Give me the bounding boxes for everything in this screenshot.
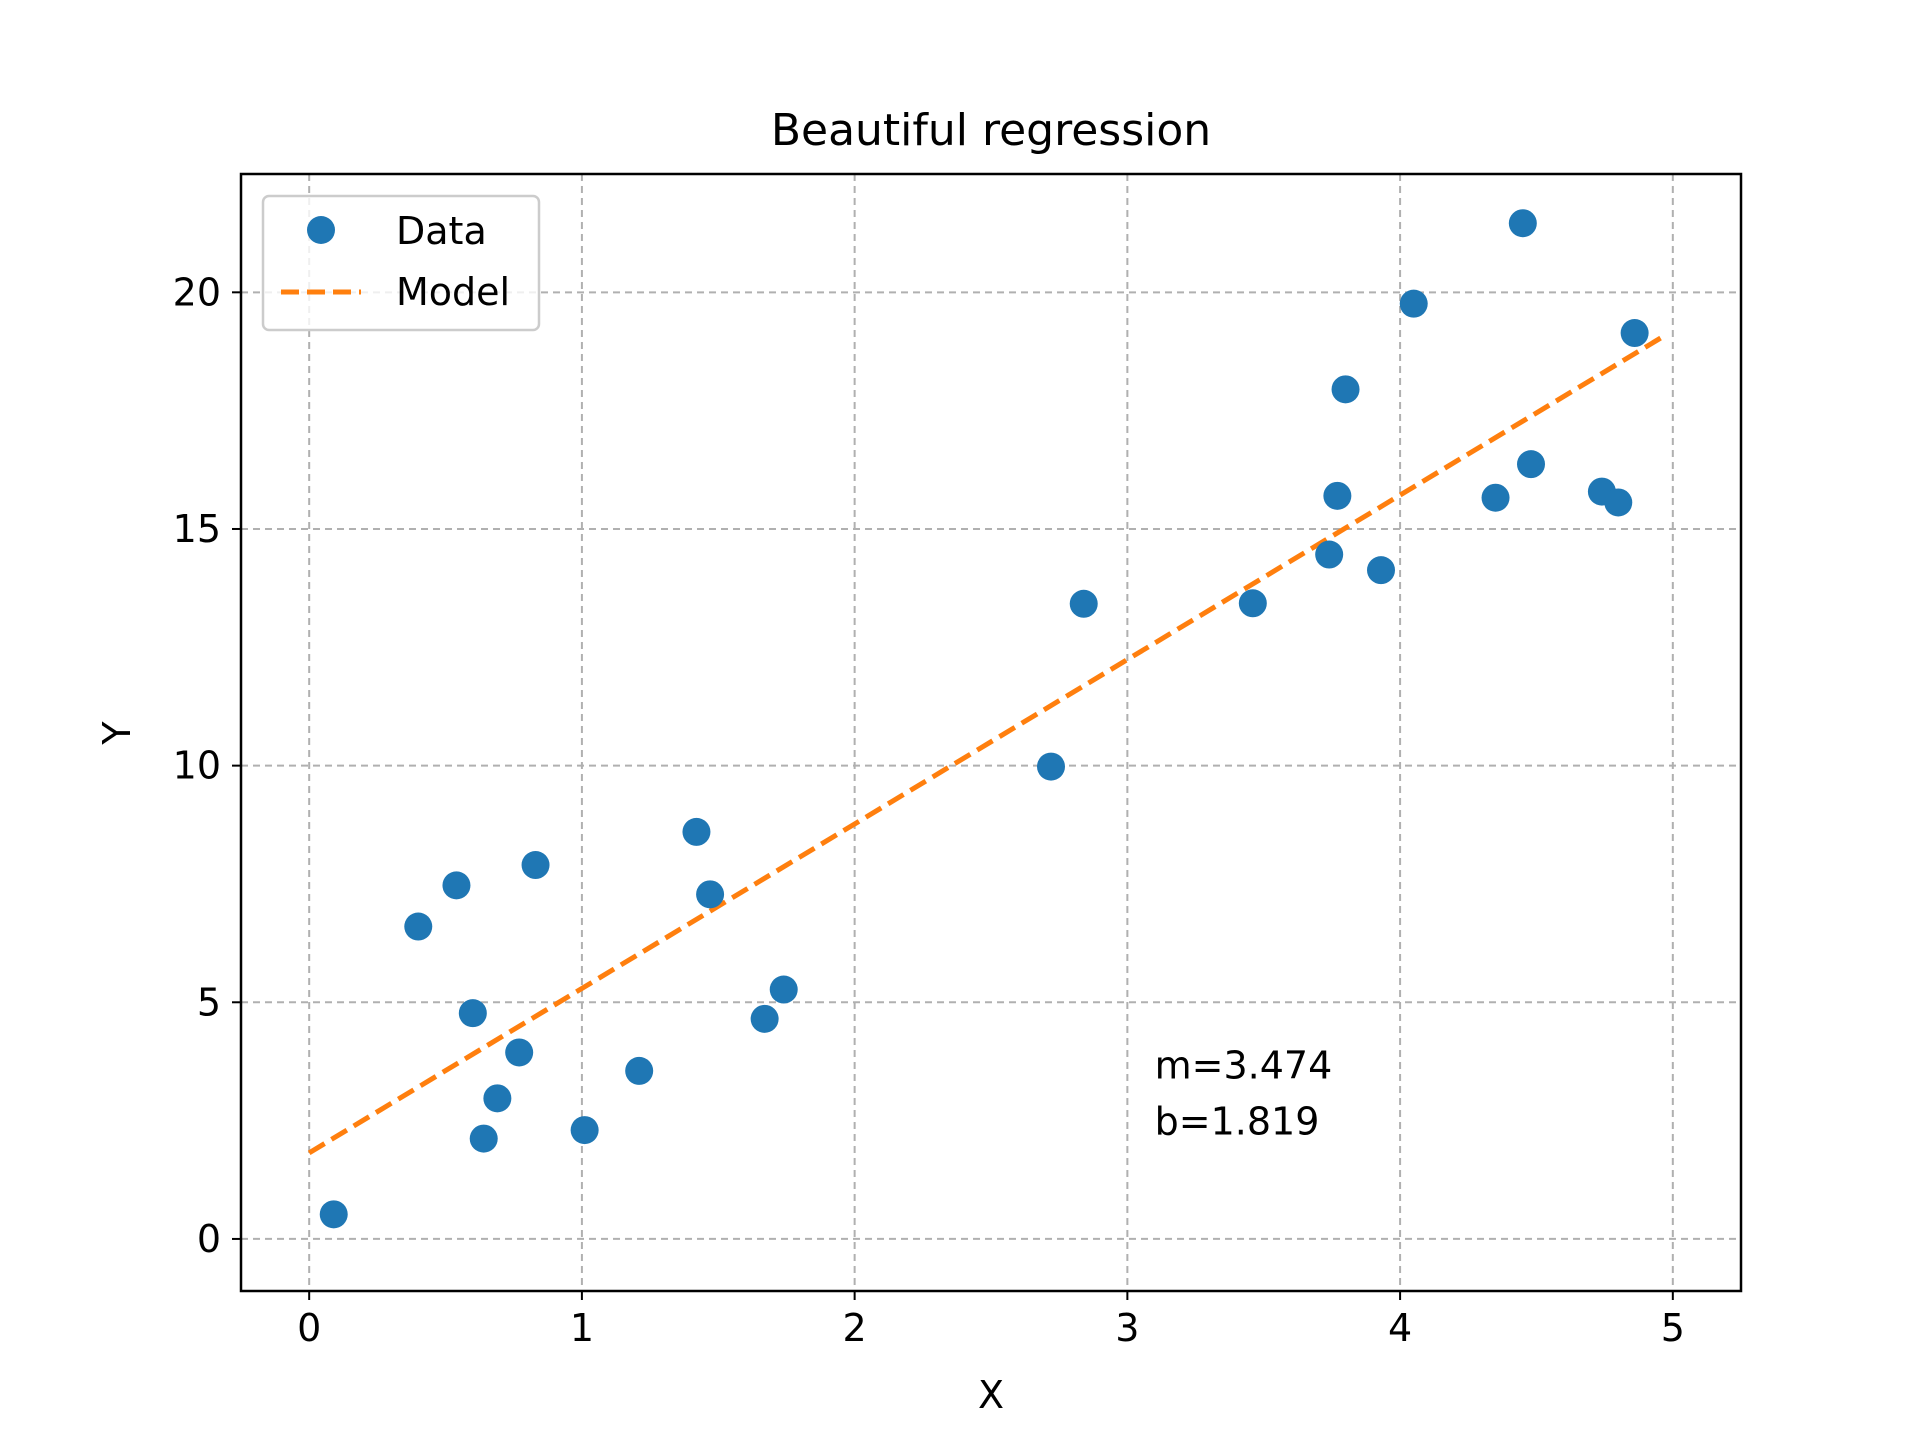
data-point xyxy=(404,912,433,941)
data-point xyxy=(750,1004,779,1033)
data-point xyxy=(1517,450,1545,479)
data-point xyxy=(483,1084,512,1113)
data-point xyxy=(696,880,725,909)
fit-annotation: m=3.474 b=1.819 xyxy=(1155,1044,1333,1144)
axis-ticks: 0 1 2 3 4 5 0 5 10 15 20 xyxy=(173,270,1685,1350)
y-axis-label: Y xyxy=(95,721,139,746)
data-point xyxy=(1323,481,1352,510)
data-point xyxy=(1069,589,1098,618)
legend-data-label: Data xyxy=(396,209,487,253)
data-point xyxy=(442,871,471,900)
data-point xyxy=(521,851,550,880)
x-tick-label: 0 xyxy=(297,1306,321,1350)
x-tick-label: 2 xyxy=(843,1306,867,1350)
data-point xyxy=(319,1200,348,1229)
legend-model-label: Model xyxy=(396,270,510,314)
x-axis-label: X xyxy=(978,1373,1004,1417)
y-tick-label: 15 xyxy=(173,507,221,551)
x-tick-label: 3 xyxy=(1115,1306,1139,1350)
data-point xyxy=(1399,289,1428,318)
legend-data-marker xyxy=(307,216,335,244)
y-tick-label: 5 xyxy=(197,980,221,1024)
data-point xyxy=(1604,488,1633,517)
data-point xyxy=(1367,556,1395,585)
y-tick-label: 20 xyxy=(173,270,221,314)
y-tick-label: 10 xyxy=(173,744,221,788)
data-point xyxy=(682,817,711,846)
y-tick-label: 0 xyxy=(197,1217,221,1261)
data-point xyxy=(505,1038,534,1067)
data-point xyxy=(1481,483,1510,512)
chart-title: Beautiful regression xyxy=(771,105,1211,156)
grid-lines xyxy=(241,174,1741,1291)
plot-frame xyxy=(239,172,1743,1293)
data-point xyxy=(1331,375,1360,404)
x-tick-label: 5 xyxy=(1661,1306,1685,1350)
model-line-layer xyxy=(307,331,1669,1155)
data-point xyxy=(469,1124,498,1153)
data-point xyxy=(1508,209,1537,238)
x-tick-label: 4 xyxy=(1388,1306,1412,1350)
legend: Data Model xyxy=(261,194,541,332)
data-point xyxy=(625,1056,654,1085)
annotation-intercept: b=1.819 xyxy=(1155,1100,1320,1144)
data-point xyxy=(769,975,798,1004)
annotation-slope: m=3.474 xyxy=(1155,1044,1333,1088)
data-point xyxy=(458,999,487,1028)
data-point xyxy=(570,1116,599,1145)
model-line xyxy=(307,331,1669,1155)
data-point xyxy=(1620,319,1649,348)
x-tick-label: 1 xyxy=(570,1306,594,1350)
data-points xyxy=(319,209,1649,1229)
data-point xyxy=(1037,752,1065,781)
data-point xyxy=(1315,540,1344,569)
data-point xyxy=(1238,589,1267,618)
